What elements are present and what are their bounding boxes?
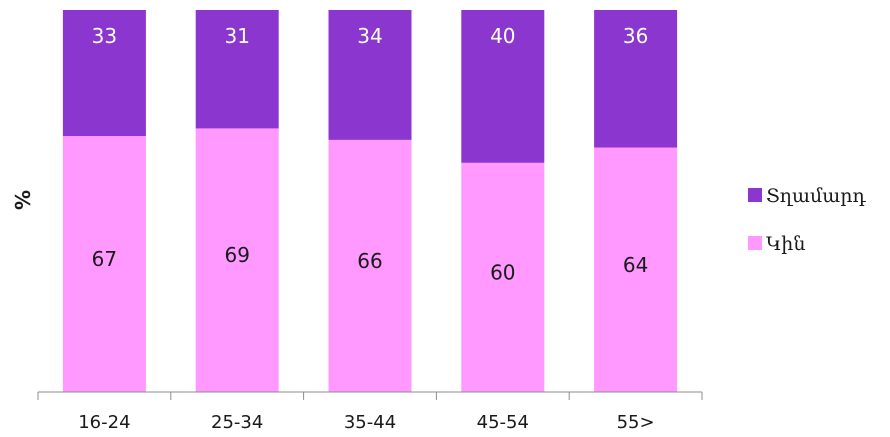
data-label-female-4: 60	[490, 260, 515, 284]
data-label-male-3: 34	[357, 24, 382, 48]
data-label-female-2: 69	[224, 243, 249, 267]
bars-group	[62, 10, 678, 393]
legend-label-male: Տղամարդ	[766, 185, 867, 207]
bar-male-3	[328, 10, 412, 140]
y-axis-label: %	[11, 190, 35, 210]
data-label-male-2: 31	[224, 24, 249, 48]
x-axis: 16-24 25-34 35-44 45-54 55>	[37, 391, 703, 433]
bar-male-4	[461, 10, 545, 163]
legend-swatch-male	[748, 188, 762, 202]
bar-male-5	[594, 10, 678, 148]
legend-label-female: Կին	[766, 233, 805, 255]
legend-swatch-female	[748, 236, 762, 250]
bar-male-2	[195, 10, 279, 129]
x-tick-label-1: 16-24	[78, 412, 130, 433]
legend: Տղամարդ Կին	[748, 185, 867, 255]
data-label-female-3: 66	[357, 249, 382, 273]
x-tick-label-4: 45-54	[477, 412, 529, 433]
x-tick-label-3: 35-44	[344, 412, 396, 433]
data-label-female-1: 67	[92, 247, 117, 271]
bar-female-5	[594, 147, 678, 392]
data-label-male-4: 40	[490, 24, 515, 48]
bar-female-4	[461, 162, 545, 392]
value-labels-group: 67 33 69 31 66 34 60 40 64 36	[92, 24, 649, 284]
x-tick-label-5: 55>	[617, 412, 655, 433]
bar-female-2	[195, 128, 279, 393]
x-tick-label-2: 25-34	[211, 412, 263, 433]
data-label-male-1: 33	[92, 24, 117, 48]
bar-female-1	[62, 136, 146, 392]
bar-male-1	[62, 10, 146, 137]
data-label-female-5: 64	[623, 253, 648, 277]
data-label-male-5: 36	[623, 24, 648, 48]
bar-female-3	[328, 139, 412, 392]
